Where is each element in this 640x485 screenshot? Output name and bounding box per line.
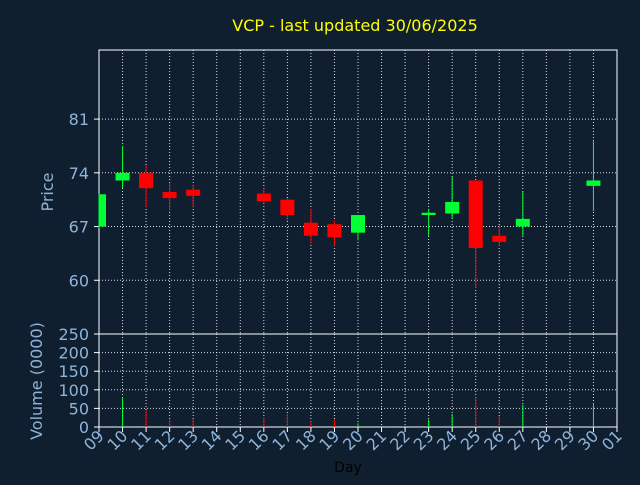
volume-tick-label: 150	[58, 362, 89, 381]
candle-body	[468, 180, 483, 249]
candle-body	[492, 235, 507, 242]
volume-tick-label: 0	[79, 418, 89, 437]
candle-body	[445, 201, 460, 214]
candle-body	[99, 194, 106, 227]
candle-body	[351, 215, 365, 233]
candle-body	[303, 222, 318, 236]
candle-body	[186, 189, 201, 196]
candle-body	[327, 224, 342, 238]
candle-body	[280, 199, 295, 216]
chart-title: VCP - last updated 30/06/2025	[232, 16, 478, 35]
price-tick-label: 74	[69, 164, 89, 183]
price-tick-label: 60	[69, 271, 89, 290]
price-axis-label: Price	[38, 172, 57, 211]
volume-tick-label: 50	[69, 399, 89, 418]
x-axis-ticks: 0910111213141516171819202122232425262728…	[80, 426, 626, 454]
candle-body	[421, 212, 436, 216]
candle-body	[162, 192, 177, 199]
x-axis-label: Day	[334, 460, 362, 476]
price-panel: 60 67 74 81	[69, 49, 618, 335]
candle-body	[586, 180, 601, 186]
candle-body	[139, 172, 154, 189]
volume-tick-label: 100	[58, 381, 89, 400]
candle-body	[515, 218, 530, 227]
price-tick-label: 67	[69, 218, 89, 237]
candle-body	[115, 172, 130, 181]
candle-body	[256, 193, 271, 202]
price-tick-label: 81	[69, 110, 89, 129]
volume-axis-label: Volume (0000)	[27, 322, 46, 440]
volume-tick-label: 250	[58, 325, 89, 344]
volume-tick-label: 200	[58, 344, 89, 363]
